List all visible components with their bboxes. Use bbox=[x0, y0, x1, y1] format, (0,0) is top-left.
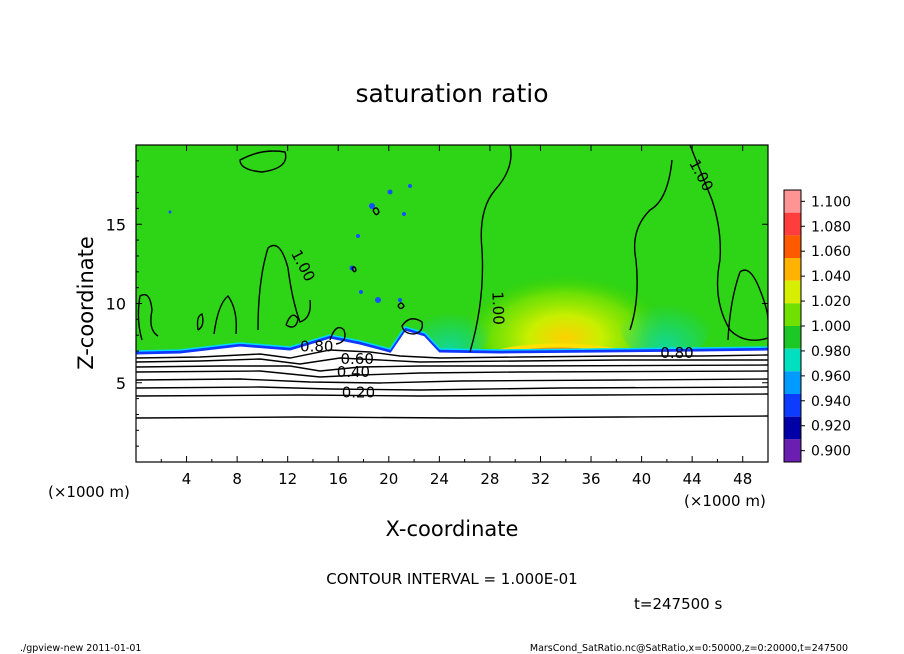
colorbar: 1.100 1.080 1.060 1.040 1.020 1.000 0.980 0.960… bbox=[783, 189, 851, 463]
contour-label: 0.20 bbox=[342, 383, 375, 401]
colorbar-label: 0.940 bbox=[811, 394, 851, 410]
colorbar-swatch bbox=[784, 416, 801, 440]
x-tick-label: 20 bbox=[379, 470, 398, 488]
colorbar-label: 0.920 bbox=[811, 419, 851, 435]
time-label: t=247500 s bbox=[634, 595, 722, 613]
x-tick-label: 4 bbox=[182, 470, 192, 488]
colorbar-swatch bbox=[784, 212, 801, 236]
x-tick-label: 24 bbox=[430, 470, 449, 488]
contour-label: 0.40 bbox=[337, 363, 370, 381]
x-tick-label: 16 bbox=[329, 470, 348, 488]
x-unit-right: (×1000 m) bbox=[684, 492, 766, 510]
chart-title: saturation ratio bbox=[355, 79, 548, 108]
colorbar-swatch bbox=[784, 190, 801, 213]
y-tick-label: 15 bbox=[106, 215, 126, 234]
y-tick-label: 5 bbox=[116, 374, 126, 393]
x-unit-left: (×1000 m) bbox=[48, 483, 130, 501]
colorbar-swatch bbox=[784, 326, 801, 349]
x-tick-label: 32 bbox=[531, 470, 550, 488]
cyan-front bbox=[136, 326, 768, 352]
footer-right: MarsCond_SatRatio.nc@SatRatio,x=0:50000,… bbox=[530, 643, 848, 654]
y-axis-label: Z-coordinate bbox=[74, 236, 98, 370]
x-tick-label: 40 bbox=[632, 470, 651, 488]
x-tick-label: 8 bbox=[232, 470, 242, 488]
colorbar-label: 0.980 bbox=[811, 344, 851, 360]
colorbar-label: 1.060 bbox=[811, 244, 851, 260]
colorbar-swatch bbox=[784, 394, 801, 417]
colorbar-swatch bbox=[784, 348, 801, 372]
contour-label: 1.00 bbox=[488, 291, 507, 325]
colorbar-label: 0.960 bbox=[811, 369, 851, 385]
blue-front bbox=[136, 327, 768, 355]
contour-label: 0.80 bbox=[660, 344, 693, 362]
colorbar-label: 1.000 bbox=[811, 319, 851, 335]
colorbar-swatch bbox=[784, 439, 801, 462]
x-tick-label: 12 bbox=[278, 470, 297, 488]
colorbar-label: 1.020 bbox=[811, 294, 851, 310]
plot-area: 1.001.001.000.80 0.800.600.400.20 bbox=[136, 145, 768, 462]
yellow-band bbox=[495, 343, 615, 354]
contour-interval-note: CONTOUR INTERVAL = 1.000E-01 bbox=[326, 570, 577, 588]
x-tick-label: 48 bbox=[733, 470, 752, 488]
colorbar-label: 1.080 bbox=[811, 219, 851, 235]
colorbar-swatch bbox=[784, 371, 801, 394]
x-tick-label: 36 bbox=[581, 470, 600, 488]
x-tick-label: 28 bbox=[480, 470, 499, 488]
x-axis: 4 8 12 16 20 24 28 32 36 40 44 48 bbox=[160, 145, 752, 488]
cool-anomaly-right bbox=[620, 290, 710, 360]
blue-blobs bbox=[168, 184, 412, 303]
x-axis-label: X-coordinate bbox=[386, 517, 519, 541]
contour-label: 0.80 bbox=[300, 337, 333, 355]
colorbar-swatch bbox=[784, 280, 801, 304]
colorbar-swatch bbox=[784, 258, 801, 281]
x-tick-label: 44 bbox=[683, 470, 702, 488]
footer-left: ./gpview-new 2011-01-01 bbox=[20, 643, 141, 654]
colorbar-label: 1.040 bbox=[811, 269, 851, 285]
contour-label: 0.60 bbox=[340, 350, 373, 368]
contour-lines bbox=[136, 145, 768, 419]
y-axis: 5 10 15 bbox=[106, 160, 768, 447]
colorbar-swatch bbox=[784, 235, 801, 258]
colorbar-swatch bbox=[784, 303, 801, 326]
y-tick-label: 10 bbox=[106, 295, 126, 314]
colorbar-label: 0.900 bbox=[811, 444, 851, 460]
colorbar-label: 1.100 bbox=[811, 194, 851, 210]
